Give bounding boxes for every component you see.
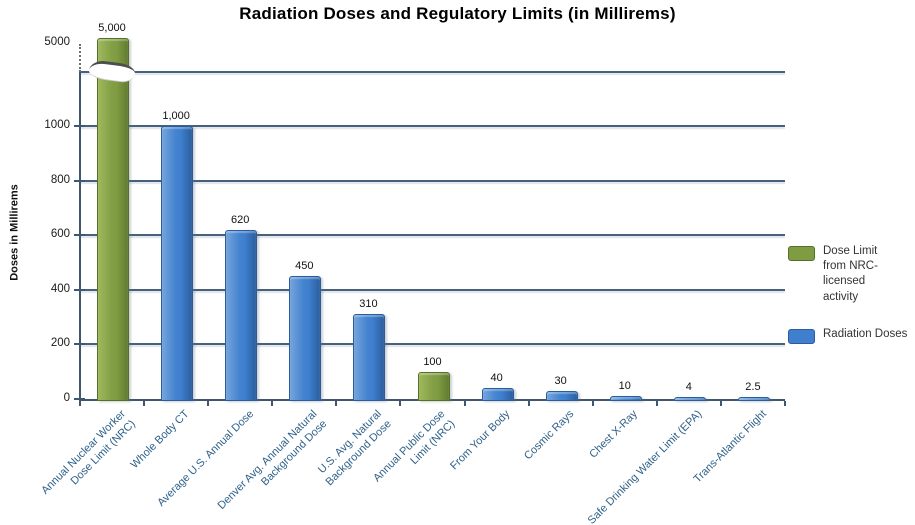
x-axis-category-label: Cosmic Rays bbox=[521, 408, 577, 463]
bar-dose bbox=[545, 390, 578, 401]
y-axis-tick-label: 1000 bbox=[44, 119, 70, 131]
bar-value-label: 40 bbox=[490, 372, 503, 385]
bar-dose bbox=[481, 388, 514, 401]
y-axis-tick-label: 200 bbox=[50, 337, 70, 350]
bar-dose bbox=[289, 276, 322, 401]
y-axis-break-dotted-segment bbox=[79, 44, 81, 72]
y-axis-tick-label: 800 bbox=[50, 173, 70, 186]
x-axis-tick-mark bbox=[207, 401, 210, 406]
x-axis-category-label: From Your Body bbox=[447, 408, 513, 473]
bar-dose bbox=[225, 229, 258, 401]
bar-value-label: 1,000 bbox=[162, 110, 190, 122]
x-axis-tick-mark bbox=[271, 401, 274, 406]
x-axis-tick-mark bbox=[655, 401, 658, 406]
y-axis-tick-label: 600 bbox=[50, 228, 70, 241]
gridline bbox=[80, 125, 785, 127]
x-axis-tick-mark bbox=[591, 401, 594, 406]
bar-value-label: 2.5 bbox=[745, 381, 761, 393]
x-axis-category-label: Annual Nuclear Worker Dose Limit (NRC) bbox=[38, 408, 138, 497]
gridline bbox=[80, 288, 785, 291]
bar-value-label: 620 bbox=[231, 213, 250, 226]
bar-value-label: 100 bbox=[423, 355, 442, 368]
bar-value-label: 10 bbox=[618, 380, 631, 393]
y-axis-tick-label: 0 bbox=[63, 392, 70, 404]
legend-label-limit: Dose Limit from NRC-licensed activity bbox=[823, 245, 878, 303]
legend-swatch-dose-icon bbox=[788, 328, 815, 344]
legend: Dose Limit from NRC-licensed activity Ra… bbox=[788, 244, 914, 366]
axis-break-gridline bbox=[80, 71, 785, 73]
bar-dose bbox=[673, 397, 706, 401]
x-axis-tick-mark bbox=[527, 401, 530, 406]
legend-swatch-limit-icon bbox=[788, 246, 815, 261]
legend-entry-dose-limit: Dose Limit from NRC-licensed activity bbox=[788, 244, 914, 305]
x-axis-tick-mark bbox=[335, 401, 338, 406]
bar-limit bbox=[417, 371, 450, 401]
x-axis-tick-mark bbox=[463, 401, 466, 406]
bar-value-label: 310 bbox=[359, 298, 378, 311]
x-axis-category-label: Whole Body CT bbox=[128, 408, 192, 471]
bar-value-label: 5,000 bbox=[98, 22, 126, 34]
gridline bbox=[80, 179, 785, 182]
x-axis-category-label: Safe Drinking Water Limit (EPA) bbox=[585, 408, 705, 525]
gridline bbox=[80, 343, 785, 346]
x-axis-tick-mark bbox=[399, 401, 402, 406]
y-axis-tick-label: 400 bbox=[50, 282, 70, 295]
gridline bbox=[80, 234, 785, 237]
y-axis-break-tick-label: 5000 bbox=[44, 36, 70, 48]
legend-entry-radiation-doses: Radiation Doses bbox=[788, 327, 914, 344]
bar-dose bbox=[353, 314, 386, 401]
chart-title: Radiation Doses and Regulatory Limits (i… bbox=[239, 4, 676, 23]
x-axis-tick-mark bbox=[719, 401, 722, 406]
bar-value-label: 30 bbox=[554, 374, 567, 387]
bar-dose bbox=[161, 126, 194, 401]
legend-label-dose: Radiation Doses bbox=[823, 327, 908, 340]
x-axis-tick-mark bbox=[143, 401, 146, 406]
x-axis-category-label: Chest X-Ray bbox=[587, 408, 641, 461]
bar-dose bbox=[737, 397, 770, 401]
x-axis-tick-mark bbox=[79, 401, 81, 406]
y-axis-line bbox=[79, 72, 81, 401]
bar-limit bbox=[97, 38, 130, 401]
bar-dose bbox=[609, 396, 642, 401]
bar-value-label: 4 bbox=[685, 381, 692, 393]
bar-value-label: 450 bbox=[295, 260, 314, 273]
x-axis-tick-mark bbox=[784, 401, 786, 406]
